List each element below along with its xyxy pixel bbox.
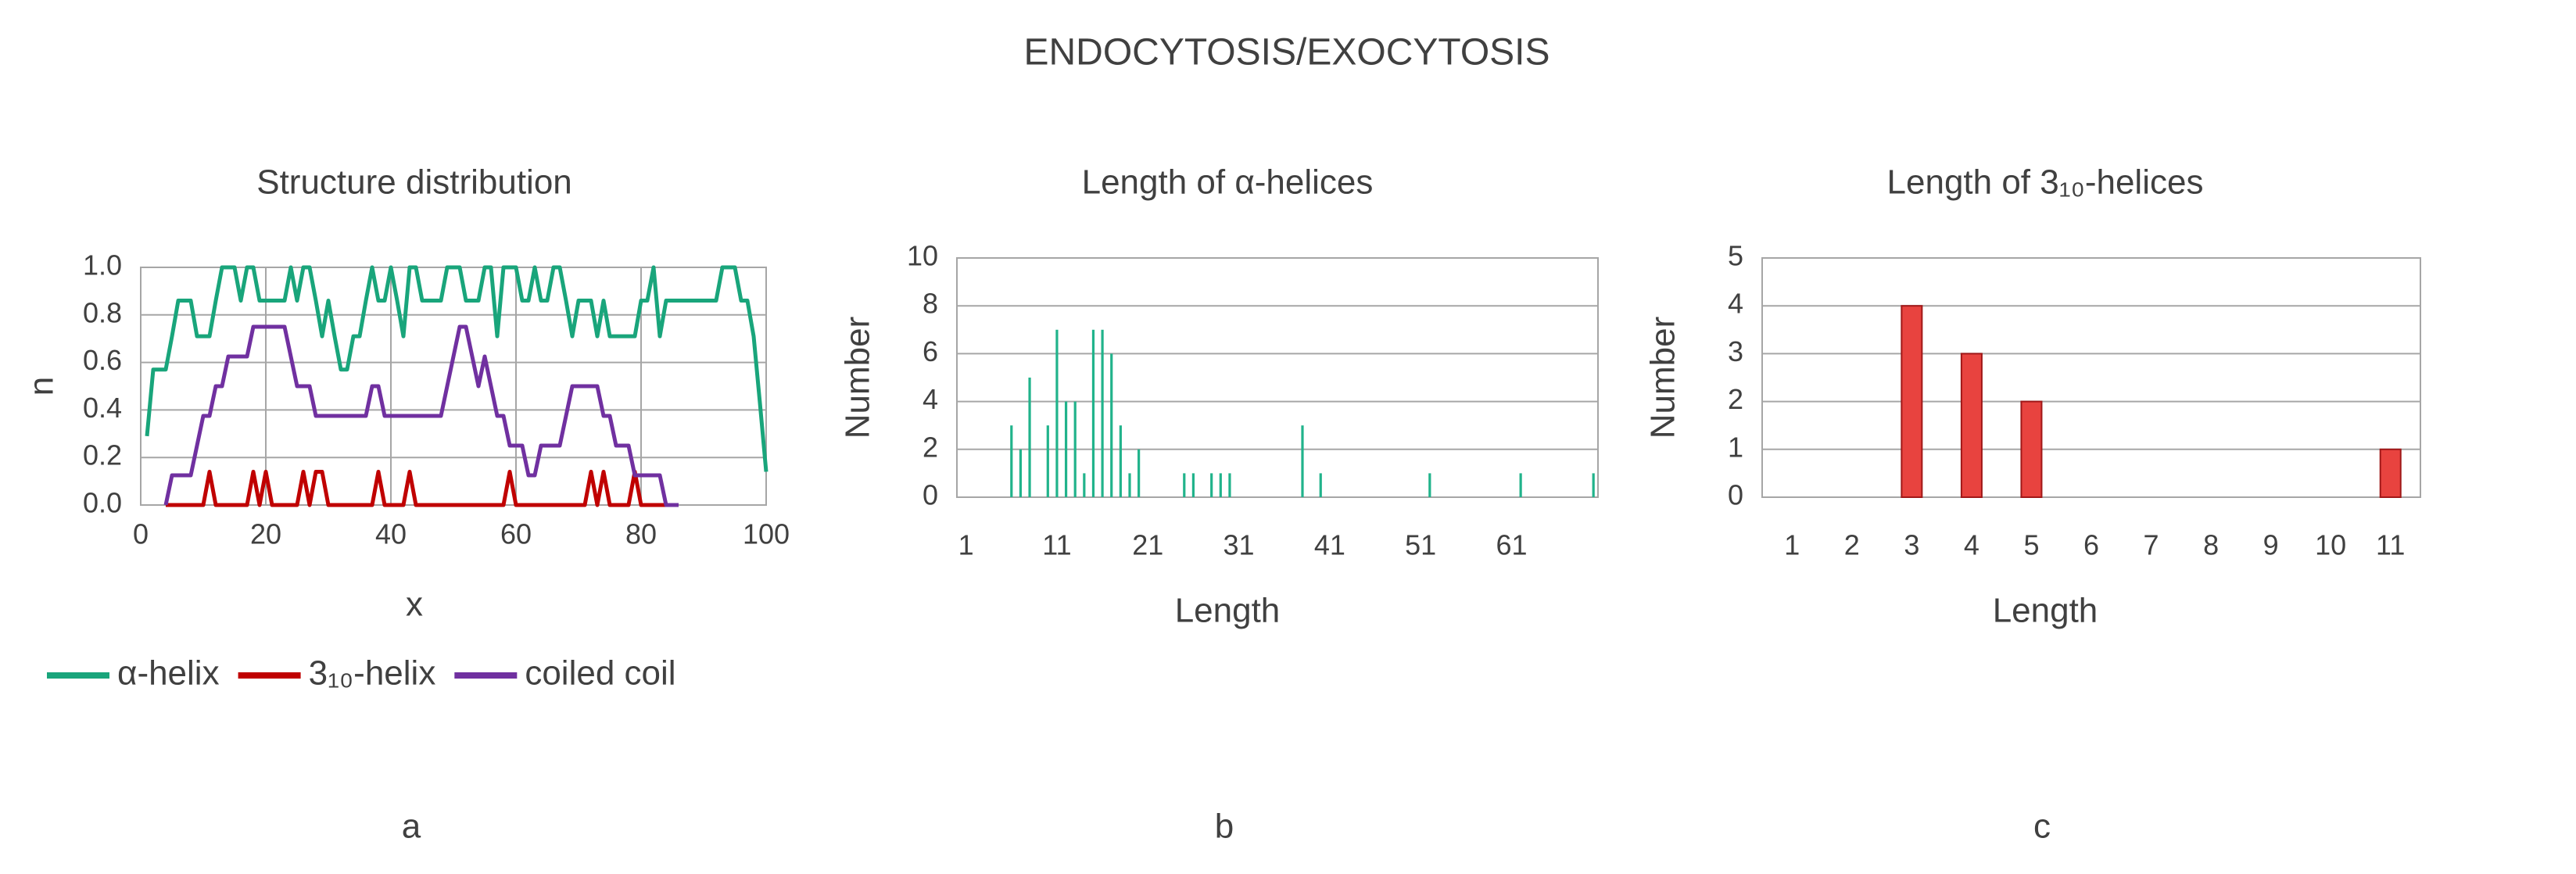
y-tick-label: 0.8 (83, 296, 122, 328)
line-series (166, 469, 679, 507)
x-tick-label: 6 (2083, 529, 2099, 561)
bar (1219, 473, 1222, 497)
bar (1128, 473, 1131, 497)
x-tick-label: 61 (1496, 529, 1527, 561)
x-tick-label: 60 (500, 518, 532, 550)
y-tick-label: 5 (1728, 240, 1743, 272)
plot-border (1761, 257, 2421, 498)
x-tick-label: 11 (2376, 529, 2405, 561)
legend-label: coiled coil (525, 654, 675, 693)
y-tick-label: 4 (1728, 288, 1743, 320)
bar (1119, 425, 1122, 497)
bar (1901, 305, 1923, 499)
x-tick-label: 8 (2203, 529, 2219, 561)
x-tick-label: 11 (1042, 529, 1071, 561)
x-tick-label: 21 (1132, 529, 1163, 561)
bar (1010, 425, 1013, 497)
x-tick-label: 10 (2315, 529, 2346, 561)
bar (1091, 329, 1095, 497)
x-tick-label: 31 (1224, 529, 1255, 561)
bar (1019, 449, 1023, 497)
x-tick-label: 7 (2144, 529, 2159, 561)
bar (1228, 473, 1231, 497)
y-tick-label: 2 (923, 431, 938, 463)
bar (1028, 378, 1031, 497)
y-tick-label: 10 (907, 240, 938, 272)
bar (1138, 449, 1141, 497)
y-tick-label: 0.2 (83, 439, 122, 471)
y-tick-label: 4 (923, 383, 938, 415)
y-tick-label: 0.0 (83, 487, 122, 519)
legend-label: α-helix (117, 654, 220, 693)
bar (1960, 353, 1983, 498)
x-tick-label: 0 (133, 518, 149, 550)
y-tick-label: 6 (923, 335, 938, 367)
panel-label: a (402, 808, 421, 846)
bar (1183, 473, 1186, 497)
y-tick-label: 0.4 (83, 392, 122, 424)
bar (1592, 473, 1595, 497)
chart-title: Structure distribution (256, 163, 572, 202)
y-tick-label: 1 (1728, 431, 1743, 463)
x-axis-label: x (406, 586, 423, 624)
line-series (145, 265, 769, 472)
x-tick-label: 51 (1405, 529, 1436, 561)
y-tick-label: 3 (1728, 335, 1743, 367)
y-tick-label: 0 (923, 479, 938, 511)
x-tick-label: 100 (743, 518, 790, 550)
y-tick-label: 2 (1728, 383, 1743, 415)
x-tick-label: 40 (375, 518, 407, 550)
y-tick-label: 0 (1728, 479, 1743, 511)
x-tick-label: 80 (625, 518, 657, 550)
bar (1110, 353, 1113, 497)
figure-title: ENDOCYTOSIS/EXOCYTOSIS (1023, 32, 1550, 73)
bar (1083, 473, 1086, 497)
panel-label: b (1215, 808, 1234, 846)
y-tick-label: 0.6 (83, 344, 122, 376)
x-axis-label: Length (1175, 592, 1281, 630)
bar (1101, 329, 1104, 497)
y-axis-label: Number (1644, 317, 1682, 439)
bar (1191, 473, 1195, 497)
bar (1055, 329, 1059, 497)
x-axis-label: Length (1993, 592, 2098, 630)
y-tick-label: 1.0 (83, 249, 122, 281)
bar (1046, 425, 1049, 497)
bar (1519, 473, 1522, 497)
bar (1428, 473, 1431, 497)
bar (1301, 425, 1304, 497)
x-tick-label: 1 (1784, 529, 1800, 561)
bar (2379, 448, 2402, 498)
x-tick-label: 41 (1314, 529, 1345, 561)
bar (2020, 400, 2043, 498)
plot-border (956, 257, 1599, 498)
x-tick-label: 1 (958, 529, 974, 561)
chart-title: Length of 3₁₀-helices (1887, 163, 2204, 202)
x-tick-label: 20 (250, 518, 281, 550)
y-axis-label: n (23, 377, 61, 396)
x-tick-label: 5 (2023, 529, 2039, 561)
y-tick-label: 8 (923, 288, 938, 320)
x-tick-label: 4 (1964, 529, 1979, 561)
y-axis-label: Number (839, 317, 877, 439)
chart-title: Length of α-helices (1082, 163, 1374, 202)
panel-label: c (2033, 808, 2051, 846)
bar (1064, 401, 1068, 497)
bar (1073, 401, 1077, 497)
x-tick-label: 9 (2263, 529, 2279, 561)
x-tick-label: 3 (1904, 529, 1919, 561)
line-series (163, 324, 679, 507)
bar (1319, 473, 1322, 497)
x-tick-label: 2 (1844, 529, 1860, 561)
legend-label: 3₁₀-helix (309, 654, 436, 693)
bar (1210, 473, 1213, 497)
